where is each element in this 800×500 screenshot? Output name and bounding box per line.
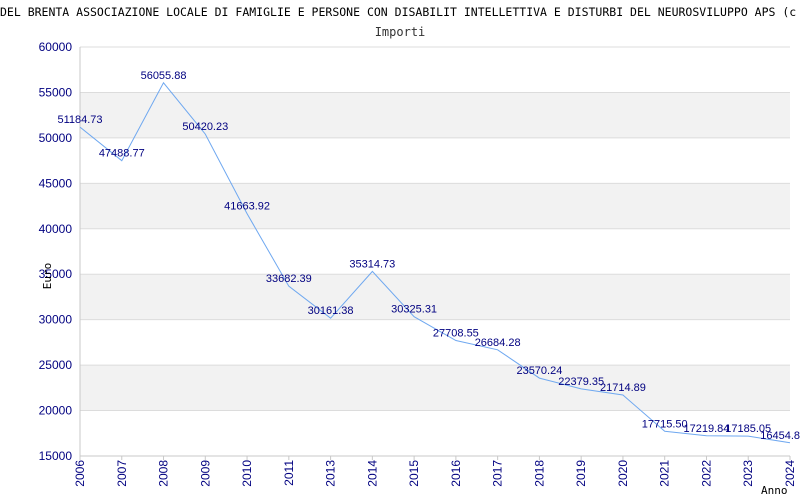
series-line — [79, 81, 791, 444]
y-tick-label: 40000 — [39, 222, 73, 236]
data-label: 33682.39 — [266, 273, 312, 285]
x-tick-label: 2024 — [783, 460, 797, 487]
x-tick-label: 2007 — [115, 460, 129, 487]
y-tick-label: 60000 — [39, 40, 73, 54]
data-label: 56055.88 — [141, 70, 187, 82]
series-line-group — [79, 81, 791, 444]
x-tick-label: 2018 — [532, 460, 546, 487]
data-label: 22379.35 — [558, 376, 604, 388]
grid-band — [80, 365, 790, 411]
x-tick-label: 2014 — [365, 460, 379, 487]
x-tick-label: 2015 — [407, 460, 421, 487]
y-tick-label: 20000 — [39, 404, 73, 418]
grid-band — [80, 274, 790, 320]
data-label: 51184.73 — [57, 114, 102, 126]
y-tick-label: 25000 — [39, 358, 73, 372]
data-label: 47488.77 — [99, 148, 145, 160]
x-tick-label: 2006 — [73, 460, 87, 487]
data-label: 16454.8 — [760, 430, 800, 442]
data-label: 17715.50 — [642, 418, 688, 430]
x-tick-label: 2020 — [616, 460, 630, 487]
x-tick-label: 2009 — [198, 460, 212, 487]
x-tick-label: 2021 — [658, 460, 672, 487]
data-labels: 51184.73 47488.77 56055.88 50420.23 41663.92… — [57, 70, 800, 442]
grid-bands — [80, 92, 790, 411]
chart-title: DEL BRENTA ASSOCIAZIONE LOCALE DI FAMIGL… — [0, 5, 797, 19]
data-label: 17219.84 — [684, 423, 730, 435]
data-label: 17185.05 — [725, 423, 771, 435]
data-label: 50420.23 — [182, 121, 228, 133]
x-tick-label: 2011 — [282, 460, 296, 486]
x-tick-labels: 2006 2007 2008 2009 2010 2011 2013 2014 2015 2016… — [73, 456, 797, 487]
x-tick-label: 2016 — [449, 460, 463, 487]
y-tick-label: 15000 — [39, 449, 73, 463]
x-tick-label: 2022 — [699, 460, 713, 487]
data-label: 30161.38 — [308, 305, 354, 317]
y-tick-label: 30000 — [39, 313, 73, 327]
y-tick-label: 45000 — [39, 176, 73, 190]
y-tick-label: 55000 — [39, 85, 73, 99]
y-tick-label: 50000 — [39, 131, 73, 145]
y-tick-labels: 15000 20000 25000 30000 35000 40000 45000 50000… — [39, 40, 73, 463]
data-label: 26684.28 — [475, 337, 521, 349]
data-label: 35314.73 — [349, 258, 395, 270]
grid-band — [80, 92, 790, 138]
y-axis-label: Euro — [41, 263, 54, 290]
data-label: 21714.89 — [600, 382, 646, 394]
data-label: 27708.55 — [433, 327, 479, 339]
x-tick-label: 2017 — [491, 460, 505, 487]
x-tick-label: 2013 — [324, 460, 338, 487]
y-tick-label: 35000 — [39, 267, 73, 281]
x-tick-label: 2019 — [574, 460, 588, 487]
grid-band — [80, 183, 790, 229]
x-tick-label: 2010 — [240, 460, 254, 487]
data-label: 30325.31 — [391, 304, 437, 316]
x-tick-label: 2023 — [741, 460, 755, 487]
x-axis-label: Anno — [761, 484, 788, 497]
data-label: 23570.24 — [516, 365, 562, 377]
x-tick-label: 2008 — [157, 460, 171, 487]
chart-subtitle: Importi — [374, 25, 426, 39]
axes — [79, 47, 790, 457]
data-label: 41663.92 — [224, 201, 270, 213]
